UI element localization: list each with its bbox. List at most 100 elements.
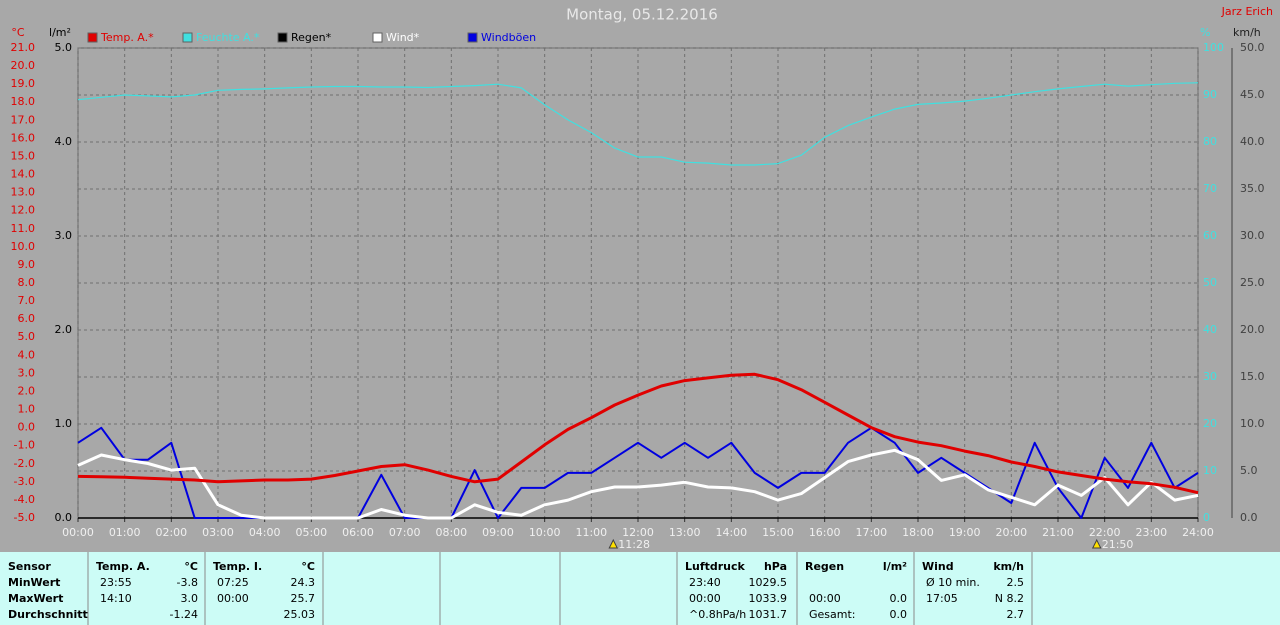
y-tick-label: 10.0 (11, 240, 36, 253)
legend-swatch (277, 32, 288, 43)
table-cell: 2.7 (1007, 608, 1025, 621)
table-cell: 17:05 (926, 592, 958, 605)
y-tick-label: 10.0 (1240, 417, 1265, 430)
table-cell: 23:40 (689, 576, 721, 589)
table-header: Temp. I. (213, 560, 262, 573)
y-tick-label: 5.0 (1240, 464, 1258, 477)
y-tick-label: 60 (1203, 229, 1217, 242)
y2-unit: km/h (1233, 26, 1261, 39)
table-cell: 1029.5 (749, 576, 788, 589)
legend-label: Regen* (291, 31, 332, 44)
x-tick-label: 24:00 (1182, 526, 1214, 539)
y-tick-label: 8.0 (18, 276, 36, 289)
y-tick-label: 19.0 (11, 77, 36, 90)
x-tick-label: 00:00 (62, 526, 94, 539)
y-tick-label: -4.0 (14, 493, 35, 506)
x-tick-label: 07:00 (389, 526, 421, 539)
x-tick-label: 10:00 (529, 526, 561, 539)
table-cell: MinWert (8, 576, 60, 589)
x-tick-label: 14:00 (715, 526, 747, 539)
y-tick-label: 5.0 (18, 330, 36, 343)
table-header: Luftdruck (685, 560, 746, 573)
y-tick-label: 50 (1203, 276, 1217, 289)
x-tick-label: 23:00 (1135, 526, 1167, 539)
table-cell: 24.3 (291, 576, 316, 589)
y-unit: °C (11, 26, 25, 39)
y-tick-label: 15.0 (1240, 370, 1265, 383)
series-line (77, 372, 1199, 495)
x-tick-label: 17:00 (855, 526, 887, 539)
table-header: Sensor (8, 560, 51, 573)
x-tick-label: 15:00 (762, 526, 794, 539)
x-tick-label: 06:00 (342, 526, 374, 539)
series-line (77, 82, 1199, 166)
y-tick-label: 21.0 (11, 41, 36, 54)
table-cell: MaxWert (8, 592, 63, 605)
x-tick-label: 12:00 (622, 526, 654, 539)
x-tick-label: 13:00 (669, 526, 701, 539)
sun-marker (608, 538, 619, 549)
sun-marker (1091, 538, 1102, 549)
y-tick-label: 7.0 (18, 294, 36, 307)
y-tick-label: 2.0 (55, 323, 73, 336)
y-tick-label: 35.0 (1240, 182, 1265, 195)
y-tick-label: 6.0 (18, 312, 36, 325)
legend-label: Feuchte A.* (196, 31, 260, 44)
table-cell: 07:25 (217, 576, 249, 589)
legend-swatch (182, 32, 193, 43)
y-tick-label: 25.0 (1240, 276, 1265, 289)
y-tick-label: 12.0 (11, 204, 36, 217)
table-cell: 14:10 (100, 592, 132, 605)
annotation: 11:28 (618, 538, 650, 551)
table-cell: 1033.9 (749, 592, 788, 605)
y-tick-label: 15.0 (11, 149, 36, 162)
y-tick-label: 1.0 (55, 417, 73, 430)
y-tick-label: -5.0 (14, 511, 35, 524)
legend-label: Temp. A.* (100, 31, 154, 44)
x-tick-label: 09:00 (482, 526, 514, 539)
x-tick-label: 22:00 (1089, 526, 1121, 539)
y-tick-label: 16.0 (11, 131, 36, 144)
y-tick-label: 1.0 (18, 403, 36, 416)
table-header: Regen (805, 560, 844, 573)
y-tick-label: 4.0 (18, 348, 36, 361)
y-tick-label: 11.0 (11, 222, 36, 235)
y-tick-label: 40 (1203, 323, 1217, 336)
x-tick-label: 05:00 (295, 526, 327, 539)
y-tick-label: -2.0 (14, 457, 35, 470)
table-header: l/m² (883, 560, 907, 573)
table-cell: Durchschnitt (8, 608, 88, 621)
y-tick-label: 20.0 (1240, 323, 1265, 336)
table-cell: 3.0 (181, 592, 199, 605)
y-tick-label: 4.0 (55, 135, 73, 148)
table-cell: 0.0 (890, 592, 908, 605)
legend-swatch (467, 32, 478, 43)
chart-title: Montag, 05.12.2016 (566, 6, 718, 24)
legend-label: Windböen (481, 31, 536, 44)
y-tick-label: 10 (1203, 464, 1217, 477)
y-tick-label: 17.0 (11, 113, 36, 126)
y-tick-label: 20 (1203, 417, 1217, 430)
y-tick-label: 20.0 (11, 59, 36, 72)
y-tick-label: 9.0 (18, 258, 36, 271)
y-tick-label: 70 (1203, 182, 1217, 195)
y-tick-label: 13.0 (11, 186, 36, 199)
table-header: °C (301, 560, 315, 573)
y-tick-label: 5.0 (55, 41, 73, 54)
table-cell: 00:00 (809, 592, 841, 605)
table-header: Temp. A. (96, 560, 150, 573)
y-tick-label: 0.0 (1240, 511, 1258, 524)
x-tick-label: 04:00 (249, 526, 281, 539)
table-cell: Ø 10 min. (926, 576, 980, 589)
table-cell: 25.7 (291, 592, 316, 605)
table-cell: 1031.7 (749, 608, 788, 621)
y-tick-label: 30.0 (1240, 229, 1265, 242)
table-cell: 0.0 (890, 608, 908, 621)
table-cell: ^0.8hPa/h (689, 608, 746, 621)
x-tick-label: 01:00 (109, 526, 141, 539)
y-tick-label: -3.0 (14, 475, 35, 488)
legend-swatch (372, 32, 383, 43)
x-tick-label: 20:00 (995, 526, 1027, 539)
